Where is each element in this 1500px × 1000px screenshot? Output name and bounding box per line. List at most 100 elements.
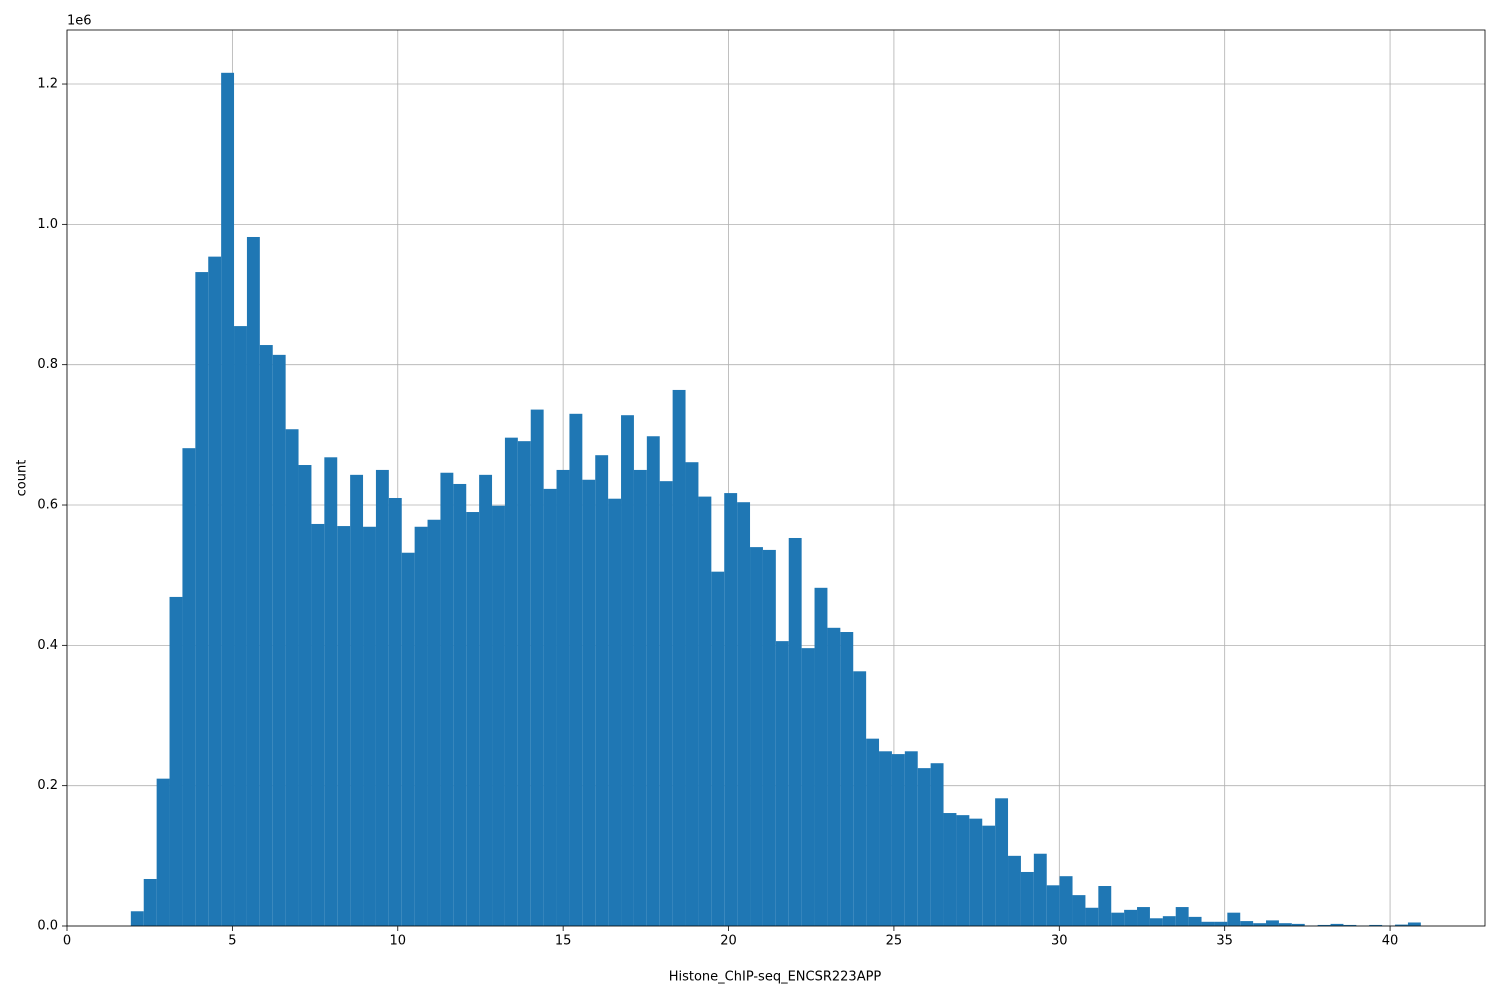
x-tick-label: 35 xyxy=(1216,934,1233,949)
bar xyxy=(711,571,725,926)
bar xyxy=(363,526,376,926)
bar xyxy=(685,462,699,926)
bar xyxy=(608,498,622,926)
bar xyxy=(195,272,209,926)
x-tick-label: 15 xyxy=(555,934,572,949)
x-tick-label: 40 xyxy=(1382,934,1399,949)
bar xyxy=(530,409,544,926)
bar xyxy=(930,763,944,926)
bar xyxy=(840,632,854,926)
bar xyxy=(1227,912,1241,926)
bar xyxy=(582,479,596,926)
x-tick-label: 30 xyxy=(1051,934,1068,949)
bar xyxy=(169,596,183,926)
bar xyxy=(866,738,880,926)
bar xyxy=(788,537,802,926)
y-axis-label: count xyxy=(15,460,30,497)
bar xyxy=(388,497,402,926)
bar xyxy=(1188,916,1202,926)
bar xyxy=(1059,876,1073,926)
bar xyxy=(208,256,222,926)
bar xyxy=(221,72,235,927)
bar xyxy=(1175,907,1189,926)
bar xyxy=(1214,921,1228,926)
x-tick-label: 25 xyxy=(886,934,903,949)
bar xyxy=(492,505,505,926)
bar xyxy=(1085,907,1099,926)
bar xyxy=(982,825,996,926)
y-tick-label: 0.4 xyxy=(37,638,58,653)
y-tick-label: 1.0 xyxy=(37,217,58,232)
bar xyxy=(1111,912,1125,926)
bar xyxy=(1407,922,1421,926)
bar xyxy=(569,413,583,926)
bar xyxy=(504,437,518,926)
bar xyxy=(1046,885,1060,926)
bar xyxy=(246,236,260,927)
bar xyxy=(1162,916,1176,926)
bar xyxy=(324,457,338,926)
bar xyxy=(182,448,196,926)
y-offset-label: 1e6 xyxy=(67,14,92,29)
bar xyxy=(1008,855,1021,926)
x-tick-label: 10 xyxy=(389,934,406,949)
bar xyxy=(827,627,841,926)
bar xyxy=(672,389,686,926)
bar xyxy=(298,465,312,926)
y-tick-label: 0.6 xyxy=(37,498,58,513)
plot-frame xyxy=(66,29,1486,927)
bar xyxy=(272,354,286,926)
bar xyxy=(1317,924,1331,926)
bar xyxy=(943,813,957,926)
bar xyxy=(401,552,415,926)
bar xyxy=(479,474,493,926)
bar xyxy=(414,526,428,926)
bar xyxy=(750,547,763,926)
bar xyxy=(156,778,170,926)
bar xyxy=(440,472,454,926)
bar xyxy=(698,496,712,926)
bar xyxy=(234,326,247,926)
bar xyxy=(1072,895,1086,926)
bar xyxy=(633,469,647,926)
bar xyxy=(259,345,273,927)
x-tick-label: 0 xyxy=(63,934,71,949)
bar xyxy=(1098,886,1112,926)
bar xyxy=(814,587,828,926)
bar xyxy=(1201,921,1215,926)
bar xyxy=(1266,920,1279,926)
y-tick-label: 0.8 xyxy=(37,357,58,372)
bar xyxy=(917,768,931,926)
bar xyxy=(969,818,983,926)
bar xyxy=(762,549,776,926)
bar xyxy=(556,469,570,926)
bar xyxy=(1343,924,1357,926)
bar xyxy=(1124,909,1138,926)
y-tick-label: 0.0 xyxy=(37,919,58,934)
bar xyxy=(1149,918,1163,926)
bar xyxy=(285,429,299,926)
bar xyxy=(801,648,815,926)
bar xyxy=(543,488,557,926)
bar xyxy=(904,751,918,926)
bar xyxy=(350,474,364,926)
bar xyxy=(1137,907,1150,926)
bar xyxy=(466,512,480,926)
bar xyxy=(1020,871,1034,926)
y-tick-label: 1.2 xyxy=(37,77,58,92)
bar xyxy=(646,436,660,926)
bar xyxy=(427,519,441,926)
y-tick-label: 0.2 xyxy=(37,778,58,793)
bar xyxy=(621,415,634,926)
bar xyxy=(1253,923,1267,926)
bar xyxy=(1330,923,1344,926)
bar xyxy=(453,483,467,926)
bar xyxy=(595,455,609,926)
bar xyxy=(891,754,905,926)
bar xyxy=(737,502,751,926)
x-tick-label: 20 xyxy=(720,934,737,949)
x-axis-label: Histone_ChIP-seq_ENCSR223APP xyxy=(669,970,882,985)
bar xyxy=(956,815,970,926)
bar xyxy=(1395,924,1408,926)
